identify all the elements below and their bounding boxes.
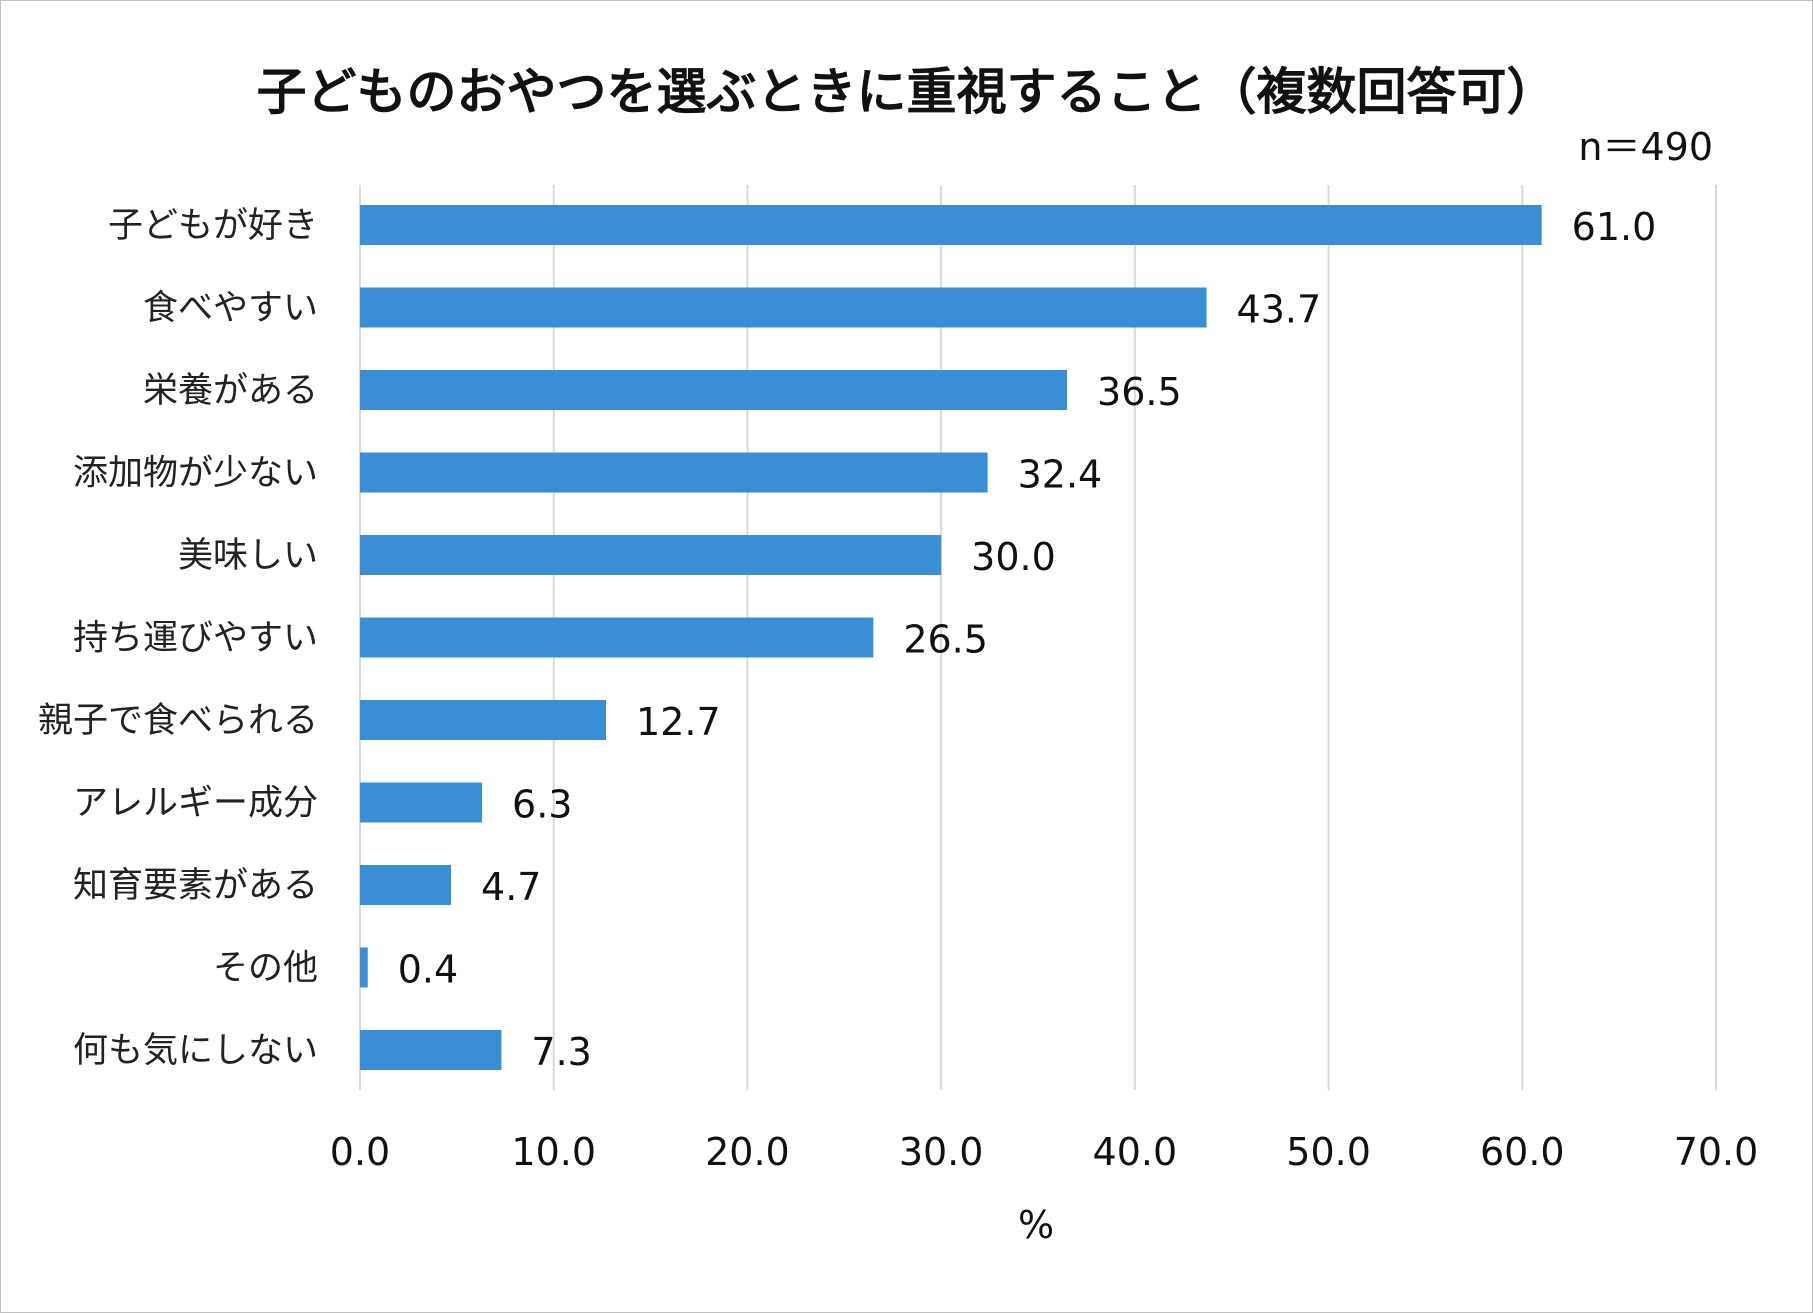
x-tick-label: 10.0 bbox=[511, 1130, 596, 1174]
value-label: 36.5 bbox=[1097, 370, 1182, 414]
category-label: その他 bbox=[213, 949, 318, 989]
bar bbox=[360, 617, 874, 658]
value-label: 26.5 bbox=[903, 618, 988, 662]
value-label: 4.7 bbox=[481, 865, 541, 909]
value-labels: 61.0 43.7 36.5 32.4 30.0 26.5 12.7 6.3 4.7 0.4 7.3 bbox=[398, 205, 1657, 1074]
category-label: 栄養がある bbox=[143, 371, 318, 411]
bar bbox=[360, 535, 942, 575]
value-label: 6.3 bbox=[512, 783, 572, 827]
category-label: 美味しい bbox=[178, 536, 318, 576]
x-axis-title: % bbox=[1018, 1203, 1054, 1247]
bar bbox=[360, 205, 1542, 245]
chart-title: 子どものおやつを選ぶときに重視すること（複数回答可） bbox=[256, 63, 1557, 121]
value-label: 30.0 bbox=[971, 535, 1056, 579]
category-labels: 子どもが好き食べやすい栄養がある添加物が少ない美味しい持ち運びやすい親子で食べら… bbox=[38, 206, 318, 1071]
bar bbox=[360, 700, 607, 740]
category-label: アレルギー成分 bbox=[73, 784, 318, 824]
x-tick-label: 50.0 bbox=[1286, 1130, 1371, 1174]
bar bbox=[360, 947, 368, 988]
bar bbox=[360, 782, 483, 823]
value-label: 43.7 bbox=[1237, 288, 1322, 332]
bar bbox=[360, 1030, 502, 1070]
bar bbox=[360, 370, 1068, 410]
category-label: 知育要素がある bbox=[73, 866, 318, 906]
x-tick-label: 30.0 bbox=[899, 1130, 984, 1174]
value-label: 0.4 bbox=[398, 948, 458, 992]
x-tick-label: 60.0 bbox=[1480, 1130, 1565, 1174]
bar bbox=[360, 287, 1207, 328]
category-label: 親子で食べられる bbox=[38, 701, 318, 741]
x-tick-label: 40.0 bbox=[1093, 1130, 1178, 1174]
value-label: 7.3 bbox=[531, 1030, 591, 1074]
category-label: 子どもが好き bbox=[108, 206, 318, 246]
bar bbox=[360, 865, 452, 905]
category-label: 持ち運びやすい bbox=[73, 619, 318, 659]
category-label: 添加物が少ない bbox=[73, 454, 318, 494]
x-tick-label: 20.0 bbox=[705, 1130, 790, 1174]
bars bbox=[360, 205, 1542, 1070]
sample-size: n＝490 bbox=[1578, 125, 1713, 169]
category-label: 何も気にしない bbox=[73, 1031, 318, 1071]
bar bbox=[360, 452, 988, 493]
category-label: 食べやすい bbox=[143, 289, 318, 329]
x-tick-label: 70.0 bbox=[1674, 1130, 1759, 1174]
value-label: 32.4 bbox=[1018, 453, 1103, 497]
value-label: 12.7 bbox=[636, 700, 721, 744]
x-tick-label: 0.0 bbox=[330, 1130, 390, 1174]
value-label: 61.0 bbox=[1572, 205, 1657, 249]
x-tick-labels: 0.0 10.0 20.0 30.0 40.0 50.0 60.0 70.0 bbox=[330, 1130, 1759, 1174]
